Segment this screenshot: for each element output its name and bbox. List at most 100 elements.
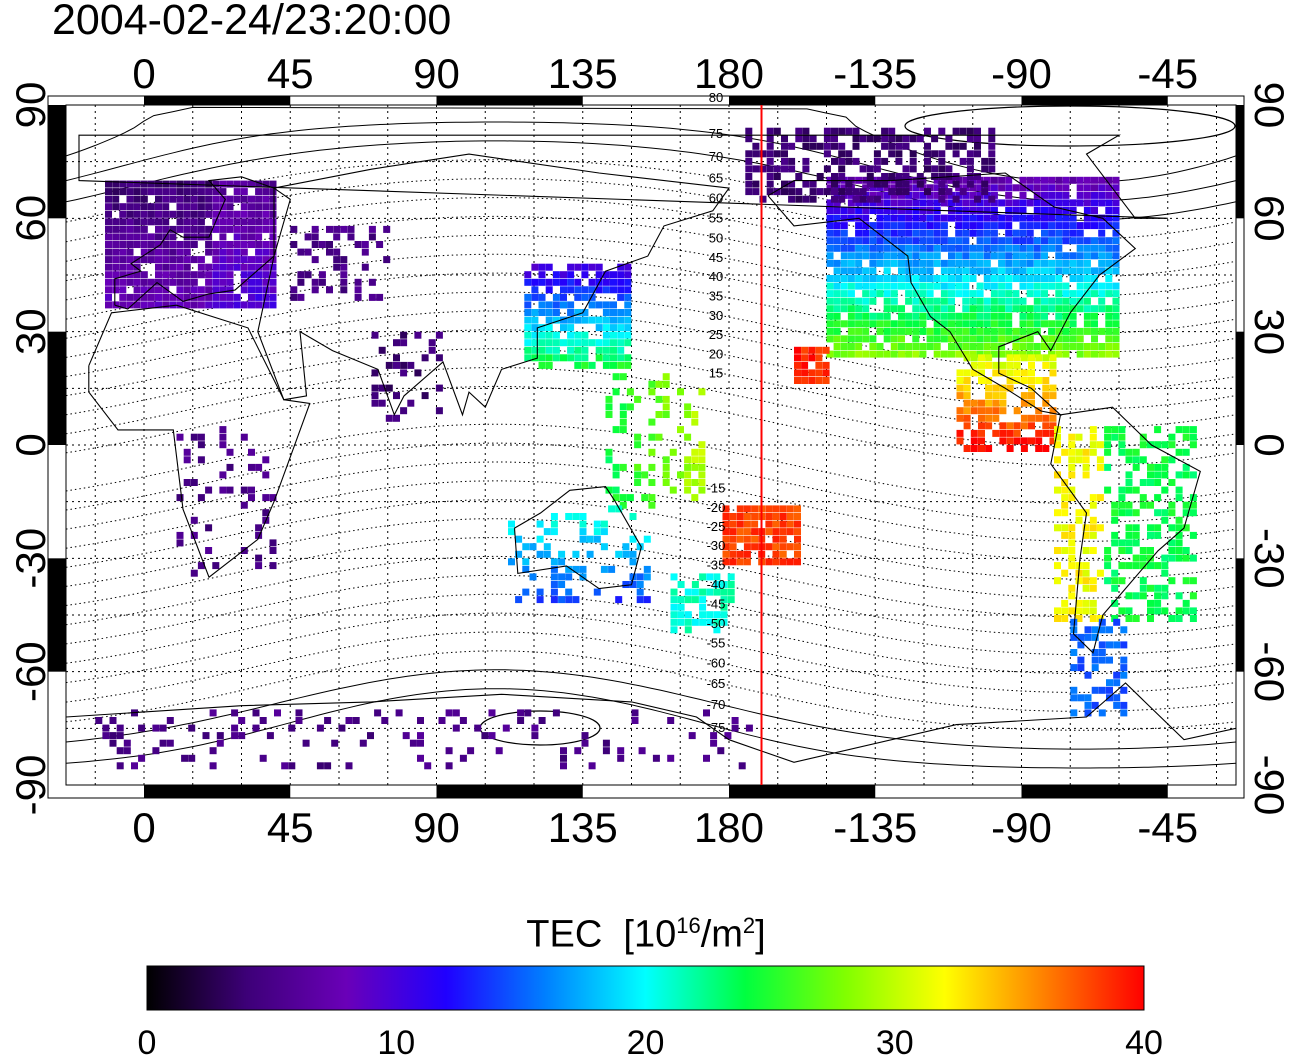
- tec-cell: [560, 339, 567, 347]
- tec-cell: [883, 290, 891, 298]
- tec-cell: [1082, 562, 1090, 570]
- tec-cell: [1182, 433, 1190, 441]
- tec-cell: [326, 225, 333, 233]
- tec-cell: [1020, 354, 1028, 362]
- tec-cell: [833, 327, 841, 335]
- colorbar-tick-label: 20: [627, 1024, 665, 1057]
- tec-cell: [524, 324, 532, 332]
- tec-cell: [233, 301, 241, 309]
- tec-cell: [361, 241, 369, 248]
- tec-cell: [197, 195, 205, 203]
- tec-cell: [1112, 214, 1120, 222]
- tec-cell: [816, 173, 824, 180]
- tec-cell: [890, 259, 898, 267]
- tec-cell: [1111, 501, 1119, 509]
- tec-cell: [1005, 350, 1013, 358]
- tec-cell: [772, 520, 780, 528]
- tec-cell: [95, 717, 103, 724]
- tec-cell: [855, 191, 863, 199]
- tec-cell: [1019, 184, 1027, 192]
- tec-cell: [720, 596, 728, 604]
- tec-cell: [948, 320, 955, 328]
- tec-cell: [488, 709, 496, 717]
- tec-cell: [883, 305, 891, 313]
- tec-cell: [262, 180, 270, 188]
- tec-cell: [895, 135, 903, 143]
- tec-cell: [219, 441, 227, 449]
- tec-cell: [1182, 471, 1190, 479]
- tec-cell: [1026, 350, 1034, 358]
- tec-cell: [619, 494, 627, 502]
- lon-tick-bottom: -45: [1137, 804, 1198, 851]
- tec-cell: [736, 528, 744, 536]
- tec-cell: [538, 278, 546, 286]
- tec-cell: [567, 339, 575, 347]
- tec-cell: [605, 448, 613, 456]
- tec-cell: [1048, 305, 1056, 313]
- tec-cell: [262, 225, 270, 233]
- tec-cell: [1061, 547, 1069, 554]
- tec-cell: [595, 324, 603, 332]
- tec-cell: [1118, 501, 1126, 509]
- tec-cell: [1098, 237, 1106, 245]
- tec-cell: [1013, 354, 1021, 362]
- tec-cell: [1062, 327, 1070, 335]
- tec-cell: [1125, 479, 1133, 486]
- tec-cell: [855, 297, 863, 305]
- tec-cell: [895, 173, 903, 180]
- tec-cell: [1083, 214, 1091, 222]
- tec-cell: [691, 418, 699, 426]
- tec-cell: [952, 180, 960, 188]
- tec-cell: [119, 188, 127, 196]
- tec-cell: [816, 142, 824, 150]
- tec-cell: [869, 335, 877, 343]
- tec-cell: [169, 248, 177, 256]
- tec-cell: [1048, 327, 1056, 335]
- tec-cell: [1118, 433, 1126, 441]
- tec-cell: [862, 267, 870, 275]
- tec-cell: [202, 732, 210, 740]
- tec-cell: [1020, 422, 1028, 430]
- tec-cell: [956, 437, 964, 445]
- tec-cell: [916, 180, 924, 188]
- tec-cell: [105, 241, 112, 248]
- tec-cell: [311, 241, 319, 248]
- tec-cell: [976, 343, 984, 350]
- tec-cell: [1012, 259, 1020, 267]
- tec-cell: [855, 259, 863, 267]
- tec-cell: [1041, 176, 1048, 184]
- tec-cell: [948, 312, 955, 320]
- tec-cell: [1125, 486, 1133, 494]
- tec-cell: [1048, 222, 1056, 230]
- tec-cell: [428, 339, 436, 347]
- tec-cell: [919, 290, 927, 298]
- tec-cell: [736, 513, 744, 520]
- tec-cell: [912, 327, 920, 335]
- colorbar-title: TEC [1016/m2]: [0, 904, 1292, 957]
- tec-cell: [999, 361, 1007, 369]
- lat-tick-right: 90: [1246, 82, 1292, 129]
- colorbar-ticks: 0 10 20 30 40: [138, 1024, 1163, 1057]
- tec-cell: [588, 263, 596, 271]
- tec-cell: [722, 505, 730, 513]
- tec-cell: [1076, 229, 1084, 237]
- tec-cell: [985, 384, 993, 392]
- tec-cell: [166, 717, 174, 724]
- tec-cell: [983, 327, 991, 335]
- tec-cell: [905, 207, 913, 214]
- tec-cell: [624, 339, 632, 347]
- tec-cell: [948, 237, 955, 245]
- tec-cell: [745, 165, 753, 173]
- tec-cell: [259, 754, 267, 762]
- tec-cell: [766, 180, 774, 188]
- tec-cell: [219, 203, 227, 211]
- tec-cell: [1089, 524, 1097, 532]
- tec-cell: [1161, 463, 1169, 471]
- tec-cell: [962, 275, 970, 282]
- tec-cell: [983, 237, 991, 245]
- tec-cell: [933, 259, 941, 267]
- tec-cell: [1161, 592, 1169, 600]
- tec-cell: [919, 350, 927, 358]
- tec-cell: [295, 717, 303, 724]
- tec-cell: [197, 203, 205, 211]
